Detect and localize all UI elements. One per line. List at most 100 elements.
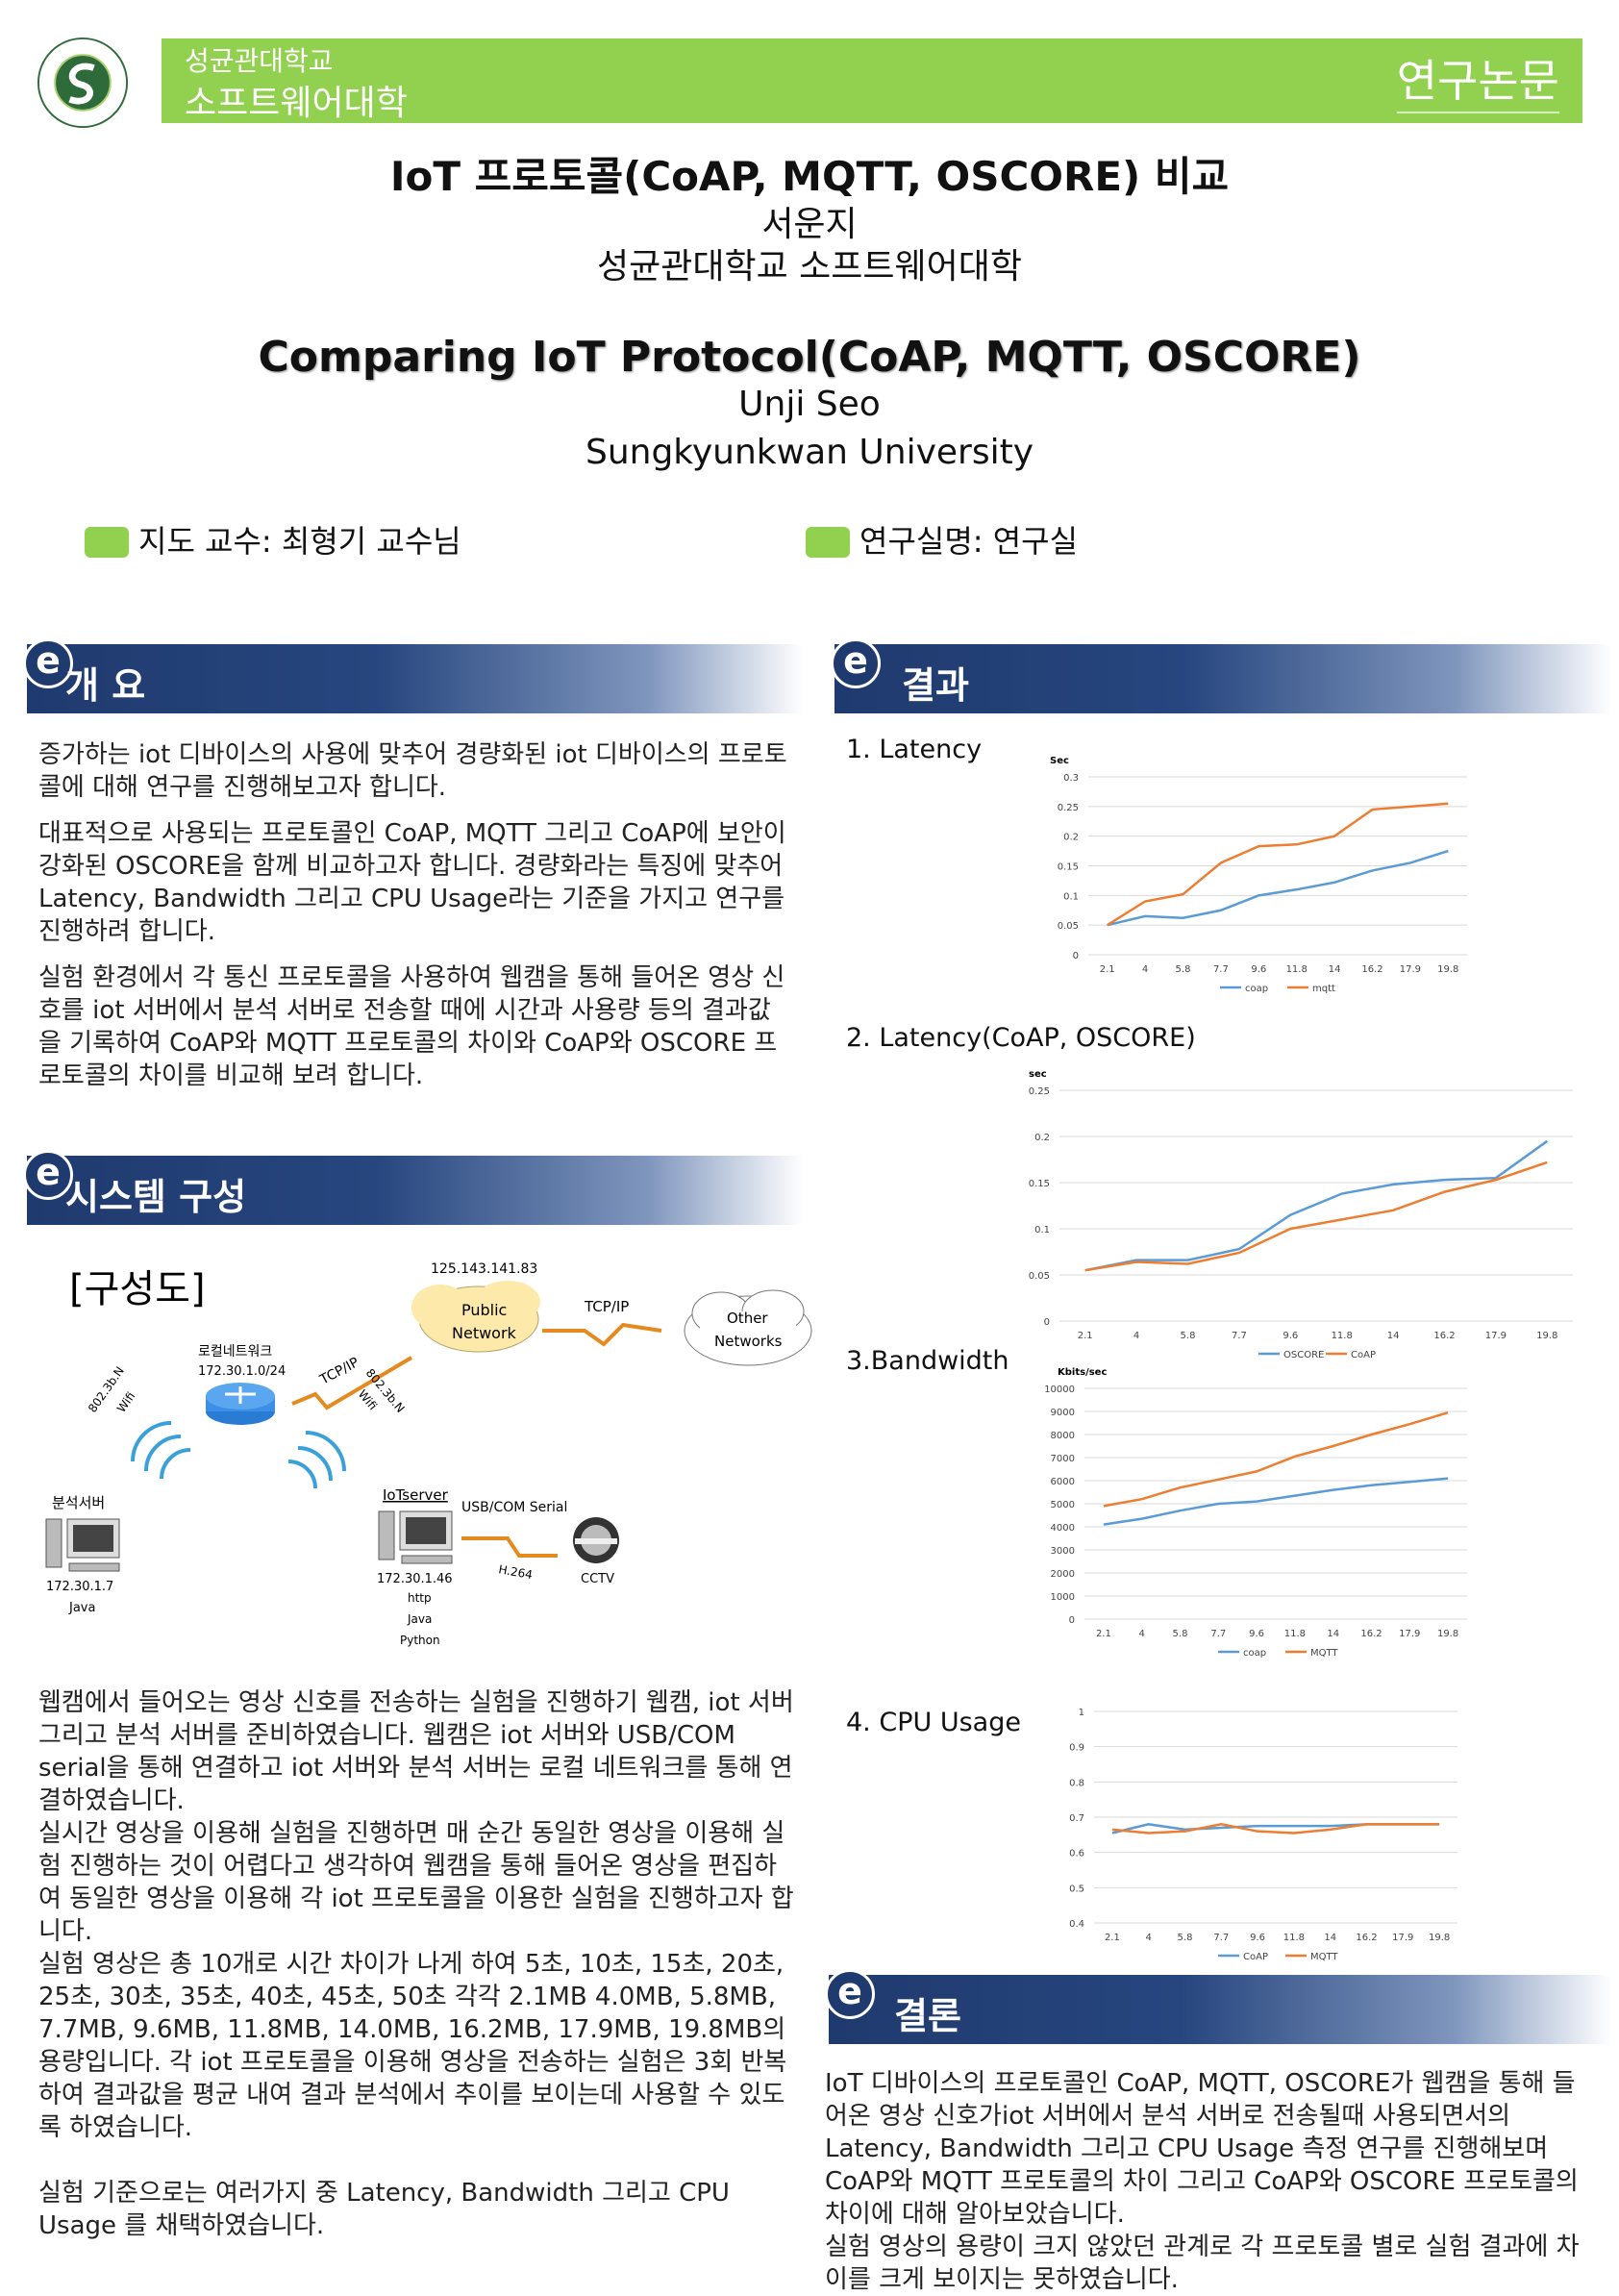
x-tick-label: 14 xyxy=(1387,1331,1400,1341)
series-line-coap xyxy=(1103,1477,1449,1526)
affiliation-korean: 성균관대학교 소프트웨어대학 xyxy=(596,247,1022,287)
router-icon xyxy=(206,1383,275,1425)
chart-caption-bandwidth: 3.Bandwidth xyxy=(846,1346,1009,1376)
x-tick-label: 16.2 xyxy=(1361,964,1382,975)
x-tick-label: 11.8 xyxy=(1286,964,1308,975)
x-tick-label: 17.9 xyxy=(1392,1933,1413,1943)
x-tick-label: 5.8 xyxy=(1176,964,1191,975)
paper-type-label: 연구논문 xyxy=(1396,46,1559,113)
legend-label: MQTT xyxy=(1310,1648,1338,1659)
e-logo-icon: e xyxy=(831,638,881,688)
cctv-camera-icon xyxy=(573,1517,619,1563)
y-tick-label: 6000 xyxy=(1051,1477,1075,1487)
header-bar xyxy=(162,38,1582,123)
lab-text: 연구실명: 연구실 xyxy=(859,523,1079,560)
svg-text:IoTserver: IoTserver xyxy=(383,1486,449,1504)
system-paragraph: 웹캠에서 들어오는 영상 신호를 전송하는 실험을 진행하기 웹캠, iot 서… xyxy=(38,1688,794,1815)
legend-label: MQTT xyxy=(1310,1952,1338,1962)
latency-chart: Sec 0 0.05 0.1 0.15 0.2 0.25 0.3 2.1 4 5.8 7.7 9.6 11… xyxy=(1050,756,1467,994)
author-korean: 서운지 xyxy=(761,205,858,244)
x-tick-label: 19.8 xyxy=(1536,1331,1557,1341)
y-tick-label: 0.05 xyxy=(1029,1271,1050,1282)
conclusion-text: IoT 디바이스의 프로토콜인 CoAP, MQTT, OSCORE가 웹캠을 … xyxy=(825,2067,1584,2296)
series-line-oscore xyxy=(1084,1139,1549,1272)
system-paragraph: 실험 기준으로는 여러가지 중 Latency, Bandwidth 그리고 C… xyxy=(38,2179,730,2240)
y-axis-label: Kbits/sec xyxy=(1058,1367,1107,1378)
y-tick-label: 0.05 xyxy=(1058,921,1079,932)
svg-text:172.30.1.0/24: 172.30.1.0/24 xyxy=(198,1364,286,1379)
svg-text:USB/COM Serial: USB/COM Serial xyxy=(461,1500,567,1515)
other-networks-cloud-icon xyxy=(684,1289,812,1366)
svg-text:172.30.1.7: 172.30.1.7 xyxy=(46,1580,113,1594)
tcpip-link xyxy=(542,1322,662,1347)
e-logo-icon: e xyxy=(23,1150,73,1200)
svg-text:로컬네트워크: 로컬네트워크 xyxy=(198,1344,272,1360)
x-tick-label: 11.8 xyxy=(1332,1331,1353,1341)
series-line-coap xyxy=(1107,849,1449,927)
svg-text:CCTV: CCTV xyxy=(581,1572,614,1586)
y-tick-label: 0.6 xyxy=(1069,1849,1084,1859)
x-tick-label: 5.8 xyxy=(1181,1331,1196,1341)
y-tick-label: 0 xyxy=(1073,951,1079,961)
conclusion-paragraph: IoT 디바이스의 프로토콜인 CoAP, MQTT, OSCORE가 웹캠을 … xyxy=(825,2069,1579,2229)
usb-link xyxy=(461,1536,558,1558)
e-logo-icon: e xyxy=(23,638,73,688)
y-tick-label: 0.2 xyxy=(1063,833,1079,843)
overview-paragraph: 실험 환경에서 각 통신 프로토콜을 사용하여 웹캠을 통해 들어온 영상 신호… xyxy=(38,963,785,1090)
y-tick-label: 0.1 xyxy=(1063,891,1079,902)
legend-label: OSCORE xyxy=(1283,1350,1324,1360)
y-tick-label: 0.2 xyxy=(1034,1133,1050,1143)
x-tick-label: 4 xyxy=(1133,1331,1139,1341)
x-tick-label: 2.1 xyxy=(1100,964,1115,975)
analysis-server-computer-icon xyxy=(45,1518,120,1572)
y-tick-label: 0.5 xyxy=(1069,1884,1084,1894)
y-axis-label: sec xyxy=(1029,1069,1047,1080)
section-header-system: e 시스템 구성 xyxy=(23,1150,804,1225)
series-line-coap xyxy=(1084,1160,1548,1272)
chart-caption-cpu: 4. CPU Usage xyxy=(846,1708,1021,1737)
y-tick-label: 8000 xyxy=(1051,1431,1075,1441)
x-tick-label: 19.8 xyxy=(1437,964,1458,975)
x-tick-label: 5.8 xyxy=(1178,1933,1193,1943)
section-header-conclusion: e 결론 xyxy=(825,1969,1611,2044)
y-tick-label: 1000 xyxy=(1051,1592,1075,1603)
y-tick-label: 0 xyxy=(1044,1317,1050,1328)
y-tick-label: 5000 xyxy=(1051,1500,1075,1510)
section-header-overview: e 개 요 xyxy=(23,638,804,713)
legend-label: CoAP xyxy=(1243,1952,1268,1962)
svg-text:TCP/IP: TCP/IP xyxy=(316,1355,361,1388)
y-tick-label: 0.1 xyxy=(1034,1225,1050,1235)
y-tick-label: 2000 xyxy=(1051,1569,1075,1580)
x-tick-label: 14 xyxy=(1327,1629,1339,1639)
public-network-cloud-icon xyxy=(411,1281,540,1353)
university-logo xyxy=(37,37,129,129)
y-tick-label: 7000 xyxy=(1051,1454,1075,1464)
y-tick-label: 0.15 xyxy=(1058,862,1079,873)
x-tick-label: 2.1 xyxy=(1078,1331,1093,1341)
overview-paragraph: 대표적으로 사용되는 프로토콜인 CoAP, MQTT 그리고 CoAP에 보안… xyxy=(38,819,786,946)
y-tick-label: 9000 xyxy=(1051,1408,1075,1418)
bandwidth-chart: Kbits/sec 0 1000 2000 3000 4000 5000 6000 7000 80… xyxy=(1044,1367,1467,1659)
svg-text:분석서버: 분석서버 xyxy=(52,1494,105,1511)
svg-text:Python: Python xyxy=(400,1634,440,1647)
x-tick-label: 19.8 xyxy=(1437,1629,1458,1639)
legend-label: coap xyxy=(1243,1648,1266,1659)
e-logo-icon: e xyxy=(825,1969,875,2019)
y-tick-label: 0.4 xyxy=(1069,1919,1084,1930)
system-paragraph xyxy=(38,2144,798,2177)
x-tick-label: 9.6 xyxy=(1249,1629,1264,1639)
svg-text:125.143.141.83: 125.143.141.83 xyxy=(431,1261,537,1277)
svg-text:Network: Network xyxy=(452,1324,517,1342)
lab-bullet xyxy=(806,527,850,558)
y-tick-label: 0.15 xyxy=(1029,1179,1050,1189)
x-tick-label: 4 xyxy=(1142,964,1148,975)
author-english: Unji Seo xyxy=(738,385,881,424)
x-tick-label: 14 xyxy=(1324,1933,1336,1943)
system-paragraph: 실험 영상은 총 10개로 시간 차이가 나게 하여 5초, 10초, 15초,… xyxy=(38,1950,787,2142)
x-tick-label: 4 xyxy=(1139,1629,1145,1639)
y-tick-label: 0.25 xyxy=(1058,803,1079,813)
y-tick-label: 0 xyxy=(1069,1615,1075,1626)
x-tick-label: 2.1 xyxy=(1096,1629,1111,1639)
overview-paragraph: 증가하는 iot 디바이스의 사용에 맞추어 경량화된 iot 디바이스의 프로… xyxy=(38,740,787,802)
x-tick-label: 11.8 xyxy=(1283,1933,1305,1943)
